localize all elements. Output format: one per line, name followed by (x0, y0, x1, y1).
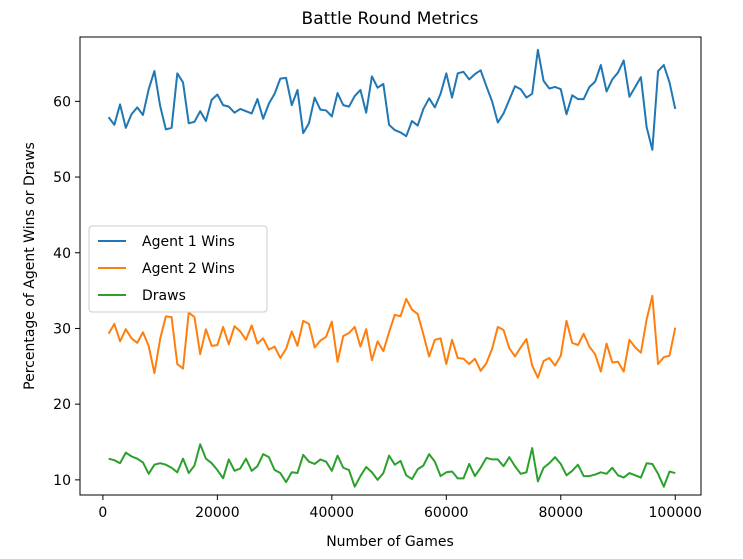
x-tick-label: 0 (98, 505, 107, 521)
x-tick-label: 80000 (539, 505, 584, 521)
legend: Agent 1 Wins Agent 2 Wins Draws (88, 225, 268, 313)
y-axis-label: Percentage of Agent Wins or Draws (22, 142, 38, 390)
y-tick-label: 30 (53, 321, 71, 337)
plot-lines (107, 48, 677, 488)
plot-frame (79, 36, 702, 496)
x-tick-label: 20000 (195, 505, 240, 521)
x-tick-label: 40000 (310, 505, 355, 521)
y-tick-label: 60 (53, 94, 71, 110)
series-line-3 (108, 443, 676, 488)
legend-label-2: Agent 2 Wins (142, 261, 235, 277)
y-tick-label: 50 (53, 170, 71, 186)
y-axis: 10 20 30 40 50 60 (53, 94, 80, 489)
series-line-2 (107, 294, 677, 379)
series-line-1 (107, 48, 677, 151)
legend-box (88, 225, 268, 313)
y-tick-label: 10 (53, 473, 71, 489)
y-tick-label: 40 (53, 246, 71, 262)
x-tick-label: 100000 (649, 505, 702, 521)
chart-title: Battle Round Metrics (302, 9, 479, 29)
legend-label-1: Agent 1 Wins (142, 234, 235, 250)
x-axis-label: Number of Games (326, 534, 454, 550)
y-tick-label: 20 (53, 397, 71, 413)
x-tick-label: 60000 (424, 505, 469, 521)
legend-label-3: Draws (142, 288, 186, 304)
x-axis: 0 20000 40000 60000 80000 100000 (98, 495, 702, 521)
